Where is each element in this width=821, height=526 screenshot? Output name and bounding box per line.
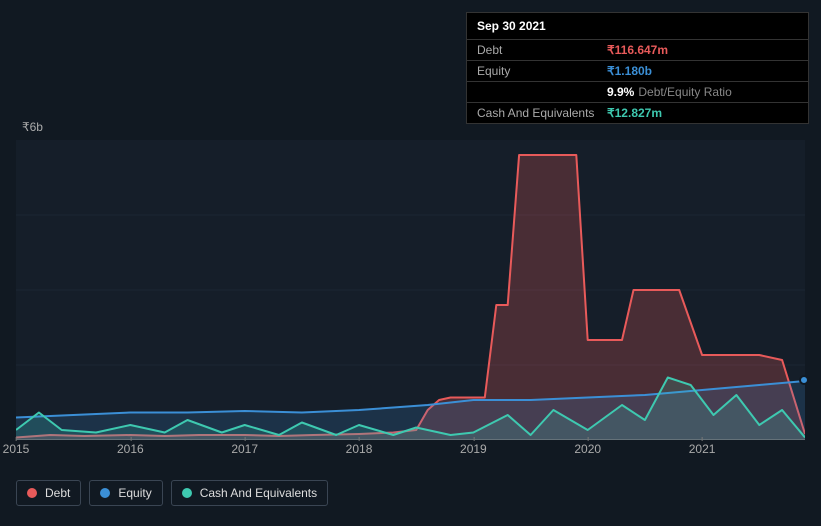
x-axis-tick: 2015 (3, 442, 30, 456)
tooltip-row: Equity₹1.180b (467, 61, 808, 82)
tooltip-row-label: Debt (477, 43, 607, 57)
x-axis-tick: 2017 (231, 442, 258, 456)
legend-label: Equity (118, 486, 151, 500)
chart-legend: Debt Equity Cash And Equivalents (16, 480, 328, 506)
legend-dot-icon (27, 488, 37, 498)
y-axis-label-max: ₹6b (22, 120, 43, 134)
legend-dot-icon (182, 488, 192, 498)
equity-end-marker (799, 375, 809, 385)
x-axis-tick: 2018 (346, 442, 373, 456)
tooltip-row-value: 9.9% (607, 85, 634, 99)
x-axis-tick: 2016 (117, 442, 144, 456)
legend-label: Cash And Equivalents (200, 486, 317, 500)
tooltip-row-label (477, 85, 607, 99)
x-axis-tick: 2019 (460, 442, 487, 456)
x-axis-tick: 2021 (689, 442, 716, 456)
legend-label: Debt (45, 486, 70, 500)
tooltip-row-suffix: Debt/Equity Ratio (638, 85, 731, 99)
tooltip-row: 9.9% Debt/Equity Ratio (467, 82, 808, 103)
chart-plot-area[interactable] (16, 140, 805, 440)
x-axis-tick: 2020 (574, 442, 601, 456)
chart-container: ₹6b ₹0 2015201620172018201920202021 (16, 120, 805, 460)
tooltip-row-label: Equity (477, 64, 607, 78)
tooltip-row-value: ₹12.827m (607, 106, 662, 120)
chart-svg (16, 140, 805, 440)
legend-item[interactable]: Debt (16, 480, 81, 506)
tooltip-row-value: ₹116.647m (607, 43, 668, 57)
tooltip-row-label: Cash And Equivalents (477, 106, 607, 120)
legend-item[interactable]: Cash And Equivalents (171, 480, 328, 506)
tooltip-date: Sep 30 2021 (467, 13, 808, 40)
tooltip-row: Debt₹116.647m (467, 40, 808, 61)
tooltip-row-value: ₹1.180b (607, 64, 652, 78)
legend-dot-icon (100, 488, 110, 498)
chart-tooltip: Sep 30 2021 Debt₹116.647mEquity₹1.180b9.… (466, 12, 809, 124)
legend-item[interactable]: Equity (89, 480, 162, 506)
